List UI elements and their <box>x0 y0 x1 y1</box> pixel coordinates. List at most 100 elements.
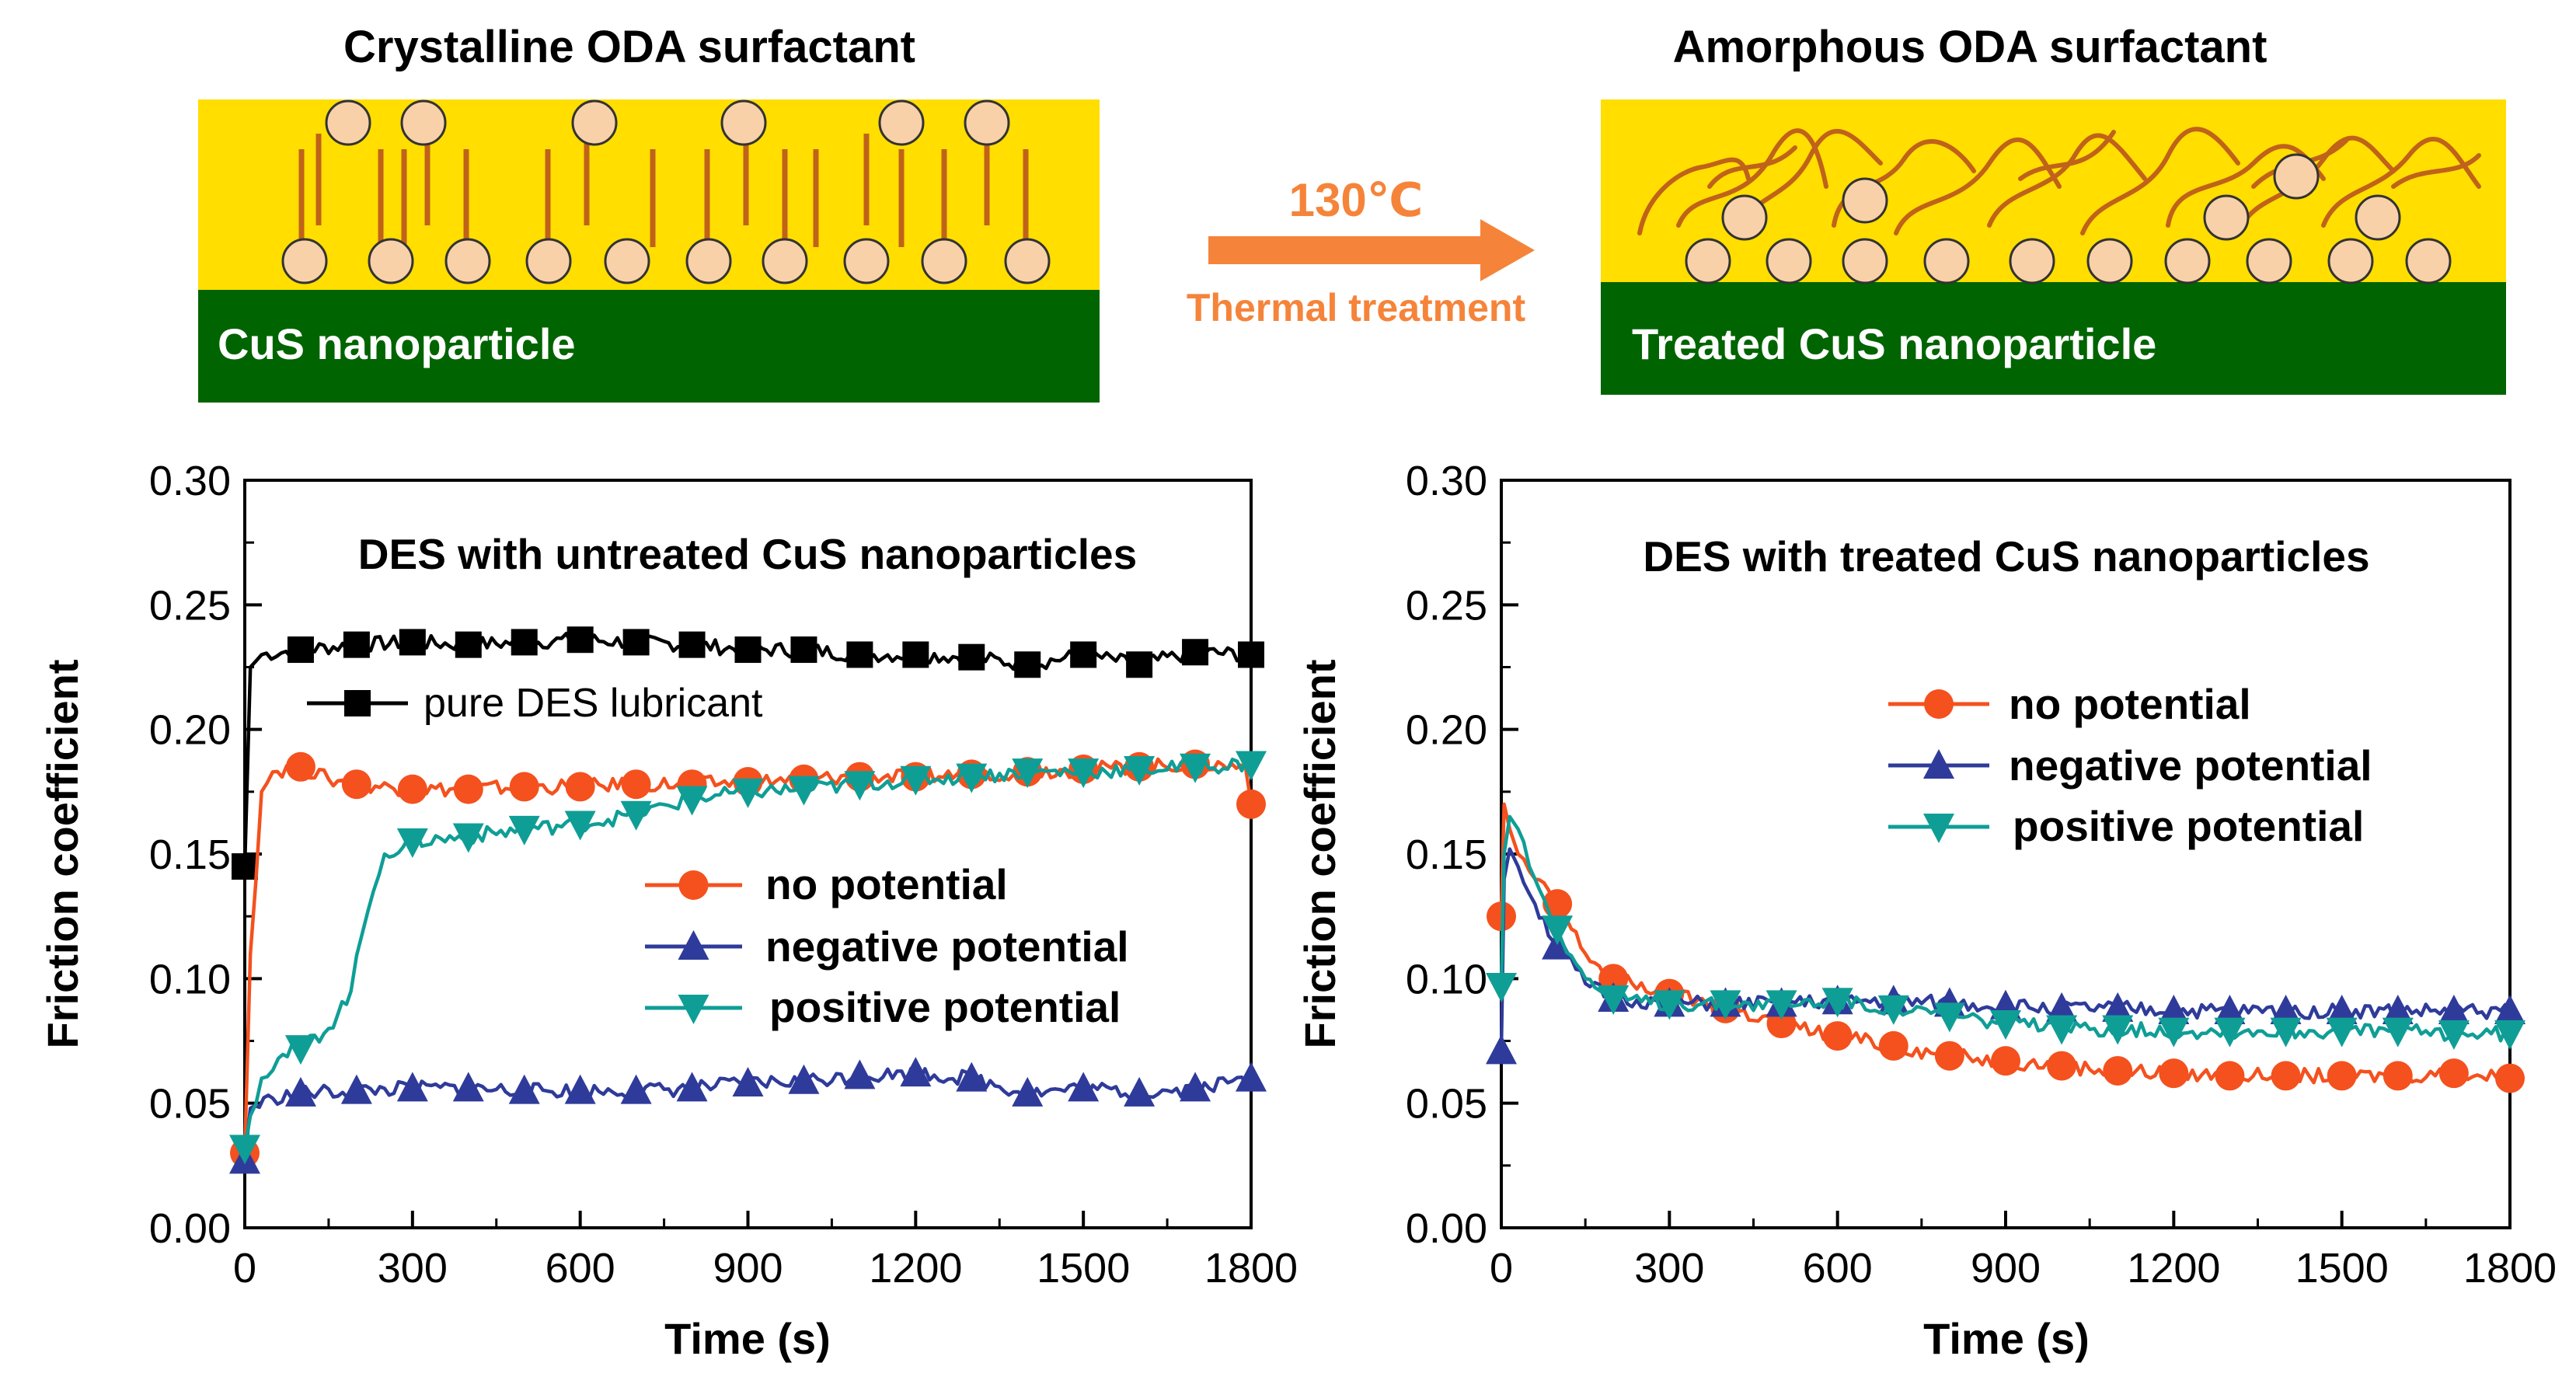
chart-treated-xtick-label: 600 <box>1803 1245 1873 1292</box>
data-marker <box>2494 1020 2525 1050</box>
data-marker <box>2438 995 2470 1025</box>
data-marker <box>2270 995 2302 1025</box>
data-marker <box>678 995 709 1024</box>
chart-untreated-ytick-labels: 0.00 0.05 0.10 0.15 0.20 0.25 0.30 <box>149 458 231 1252</box>
amorphous-chain <box>2236 135 2396 235</box>
data-marker <box>1070 641 1097 668</box>
polar-head <box>2203 194 2250 241</box>
chart-untreated-ylabel: Friction coefficient <box>38 660 87 1049</box>
polar-head <box>2355 194 2401 241</box>
left-substrate <box>198 290 1100 403</box>
chart-untreated-xtick-label: 1500 <box>1037 1245 1130 1292</box>
data-marker <box>232 853 258 880</box>
data-marker <box>2438 1020 2470 1050</box>
chart-untreated-ytick-label: 0.00 <box>149 1205 231 1252</box>
polar-head <box>720 99 767 146</box>
chart-treated-ytick-label: 0.05 <box>1406 1081 1487 1128</box>
polar-head <box>1842 238 1888 284</box>
data-marker <box>564 1074 596 1104</box>
polar-head <box>2086 238 2133 284</box>
data-marker <box>1923 749 1954 779</box>
polar-head <box>921 238 967 284</box>
data-marker <box>1180 1072 1211 1102</box>
chart-treated-ytick-labels: 0.00 0.05 0.10 0.15 0.20 0.25 0.30 <box>1406 458 1487 1252</box>
data-marker <box>1923 814 1954 843</box>
polar-head <box>281 238 328 284</box>
chart-treated: 0.00 0.05 0.10 0.15 0.20 0.25 0.30 0 300… <box>1295 458 2557 1363</box>
series-line <box>242 632 1252 867</box>
data-marker <box>1990 1010 2021 1041</box>
polar-head <box>2009 238 2055 284</box>
polar-head <box>1721 194 1768 241</box>
chart-untreated-title: DES with untreated CuS nanoparticles <box>358 530 1137 578</box>
data-marker <box>956 763 988 793</box>
data-marker <box>341 769 371 800</box>
chart-treated-xtick-label: 1200 <box>2127 1245 2220 1292</box>
data-marker <box>284 1035 316 1065</box>
data-marker <box>1991 1046 2020 1076</box>
chart-treated-ytick-label: 0.10 <box>1406 956 1487 1002</box>
data-marker <box>676 1072 708 1102</box>
data-marker <box>1710 990 1741 1020</box>
arrow-caption: Thermal treatment <box>1187 286 1526 329</box>
chart-treated-xtick-label: 300 <box>1634 1245 1704 1292</box>
data-marker <box>620 1074 652 1104</box>
data-marker <box>452 823 484 853</box>
polar-head <box>685 238 732 284</box>
polar-head <box>2246 238 2292 284</box>
chart-untreated-xtick-label: 0 <box>233 1245 256 1292</box>
data-marker <box>678 870 709 900</box>
data-marker <box>1486 972 1517 1002</box>
data-marker <box>2214 995 2246 1025</box>
data-marker <box>284 1076 316 1107</box>
left-surfactant-molecules <box>281 99 1051 284</box>
legend-entry-label: positive potential <box>2013 802 2364 850</box>
right-schematic-title: Amorphous ODA surfactant <box>1673 22 2268 72</box>
data-marker <box>620 800 652 831</box>
schematic-left: Crystalline ODA surfactant CuS nanoparti… <box>198 22 1100 403</box>
polar-head <box>368 238 414 284</box>
chart-treated-xtick-label: 900 <box>1971 1245 2041 1292</box>
data-marker <box>1878 1030 1908 1061</box>
chart-untreated-ytick-label: 0.10 <box>149 956 231 1002</box>
data-marker <box>285 751 315 782</box>
data-marker <box>1654 990 1685 1020</box>
chart-untreated-ytick-label: 0.20 <box>149 707 231 754</box>
right-surfactant-heads <box>1685 153 2452 284</box>
chart-treated-ytick-label: 0.15 <box>1406 831 1487 878</box>
chart-untreated-xtick-labels: 0 300 600 900 1200 1500 1800 <box>233 1245 1298 1292</box>
legend-entry-label: negative potential <box>2009 741 2372 790</box>
data-marker <box>678 930 709 960</box>
data-marker <box>1877 995 1909 1025</box>
right-substrate <box>1601 282 2506 395</box>
data-marker <box>1126 651 1153 678</box>
data-marker <box>2047 1051 2077 1081</box>
data-marker <box>790 636 817 664</box>
data-marker <box>734 636 762 664</box>
legend-entry-label: negative potential <box>765 922 1129 971</box>
polar-head <box>2327 238 2374 284</box>
data-marker <box>2495 1063 2525 1093</box>
data-marker <box>1124 755 1156 786</box>
data-marker <box>2102 1015 2134 1045</box>
chart-treated-title: DES with treated CuS nanoparticles <box>1643 532 2369 580</box>
chart-untreated-ytick-label: 0.15 <box>149 831 231 878</box>
chart-untreated-xlabel: Time (s) <box>664 1314 831 1363</box>
data-marker <box>2103 1055 2133 1086</box>
chart-untreated-ytick-label: 0.25 <box>149 582 231 629</box>
data-marker <box>956 1062 988 1092</box>
data-marker <box>900 765 932 796</box>
data-marker <box>846 641 873 668</box>
data-marker <box>788 1064 820 1094</box>
data-marker <box>621 769 651 800</box>
amorphous-chain <box>2321 137 2481 228</box>
data-marker <box>2102 992 2134 1022</box>
polar-head <box>604 238 650 284</box>
data-marker <box>2327 1061 2357 1091</box>
data-marker <box>676 786 708 816</box>
data-marker <box>2382 1017 2414 1048</box>
arrow-temperature-label: 130℃ <box>1289 174 1424 226</box>
data-marker <box>455 631 482 658</box>
chart-treated-xlabel: Time (s) <box>1923 1314 2090 1363</box>
amorphous-chain <box>1894 137 2062 235</box>
